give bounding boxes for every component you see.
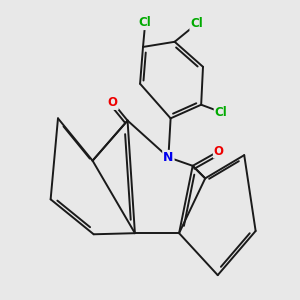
Text: N: N bbox=[163, 151, 174, 164]
Text: O: O bbox=[214, 145, 224, 158]
Text: Cl: Cl bbox=[190, 17, 203, 30]
Text: O: O bbox=[108, 96, 118, 109]
Text: Cl: Cl bbox=[139, 16, 152, 29]
Text: Cl: Cl bbox=[215, 106, 227, 118]
